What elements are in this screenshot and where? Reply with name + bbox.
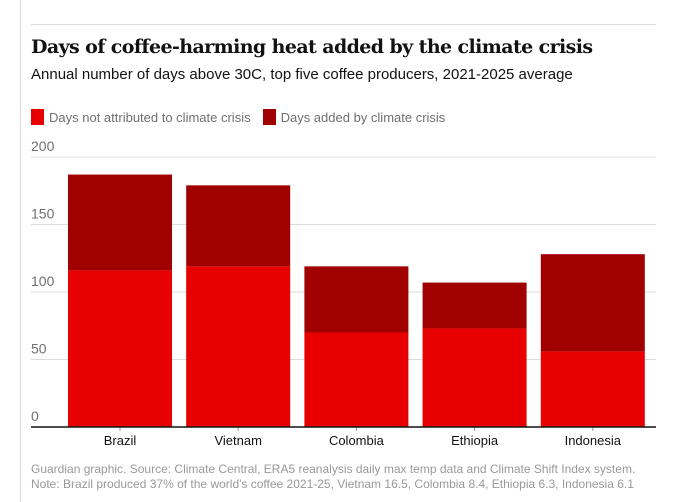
bar-segment-not-attributed [304,332,409,427]
y-tick-label: 200 [31,138,55,154]
legend-label: Days added by climate crisis [280,109,446,125]
bar-segment-added [68,174,172,271]
y-tick-label: 100 [31,273,55,289]
legend: Days not attributed to climate crisis Da… [31,109,445,125]
legend-label: Days not attributed to climate crisis [49,109,251,125]
bar-segment-added [422,282,527,329]
left-border [20,0,21,502]
y-tick-label: 0 [31,408,39,424]
legend-item-not-attributed: Days not attributed to climate crisis [31,109,251,125]
x-tick-label: Ethiopia [451,433,499,448]
bar-segment-not-attributed [422,328,527,427]
x-tick-label: Brazil [104,433,137,448]
top-rule [31,24,656,25]
note-line: Note: Brazil produced 37% of the world's… [31,477,634,491]
y-tick-label: 50 [31,341,47,357]
bar-segment-not-attributed [68,270,172,427]
y-tick-label: 150 [31,206,55,222]
chart-title: Days of coffee-harming heat added by the… [31,36,593,58]
x-tick-label: Vietnam [214,433,261,448]
bar-segment-not-attributed [540,351,645,427]
bar-segment-added [304,266,409,333]
bar-segment-added [540,254,645,352]
x-tick-label: Indonesia [565,433,622,448]
chart-subtitle: Annual number of days above 30C, top fiv… [31,66,573,83]
source-line: Guardian graphic. Source: Climate Centra… [31,462,636,476]
legend-item-added: Days added by climate crisis [262,109,446,125]
legend-swatch [262,109,276,125]
legend-swatch [31,109,44,125]
bar-segment-added [186,185,291,267]
x-tick-label: Colombia [329,433,385,448]
source-note: Guardian graphic. Source: Climate Centra… [31,462,635,492]
bar-segment-not-attributed [186,266,291,427]
